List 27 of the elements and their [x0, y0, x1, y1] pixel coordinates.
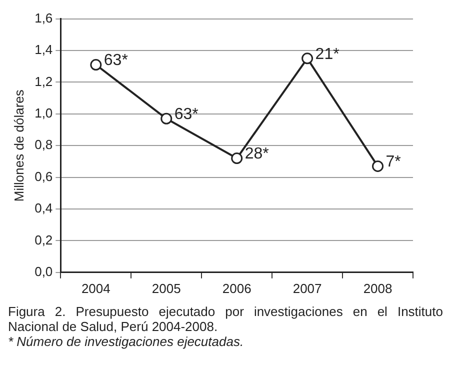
y-tick-label: 0,8 [34, 137, 53, 152]
annotation: 63* [174, 106, 198, 124]
y-tick-label: 0,6 [34, 168, 53, 184]
y-axis-title: Millones de dólares [11, 89, 26, 202]
y-tick-label: 0,4 [34, 200, 53, 216]
text: * Número de investigaciones ejecutadas. [8, 334, 245, 349]
y-tick-label: 1,0 [34, 105, 53, 120]
annotation: 7* [386, 154, 401, 171]
y-tick-label: 1,4 [34, 42, 53, 58]
point [160, 112, 172, 124]
x-tick-label: 2005 [152, 280, 181, 296]
text: Figura 2. Presupuesto ejecutado por investigaciones en el Instituto Nacional de Salud, Perú 2004-2008. [8, 304, 443, 334]
x-tick-label: 2007 [292, 280, 322, 296]
y-tick-label: 0,0 [34, 264, 53, 279]
y-tick-label: 0,2 [34, 232, 53, 248]
point [372, 160, 384, 172]
annotation: 28* [244, 146, 269, 163]
point [231, 152, 243, 164]
x-tick-label: 2004 [81, 280, 110, 296]
point [90, 59, 102, 71]
y-tick-label: 1,2 [34, 74, 53, 89]
x-tick-label: 2008 [363, 280, 392, 296]
x-tick-label: 2006 [222, 280, 252, 296]
y-tick-label: 1,6 [34, 10, 53, 26]
annotation: 63* [104, 52, 128, 70]
annotation: 21* [315, 46, 340, 63]
point [302, 52, 314, 64]
